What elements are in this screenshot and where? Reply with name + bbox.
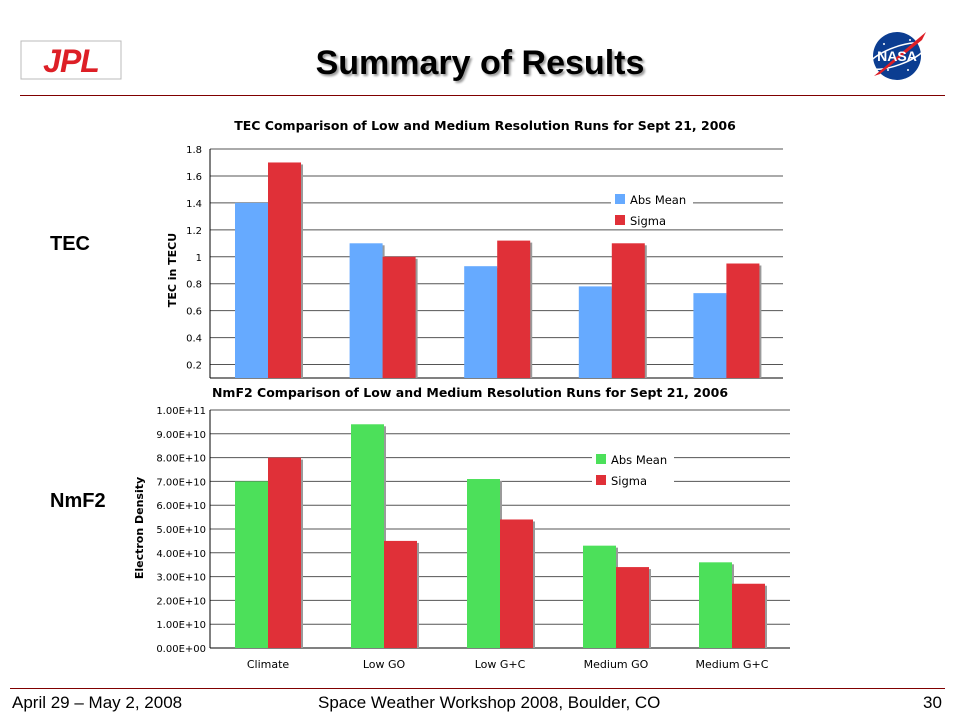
- x-category-label: Medium GO: [584, 658, 649, 671]
- bar-sigma: [268, 457, 301, 648]
- bar-abs-mean: [693, 293, 727, 378]
- y-tick-label: 0.2: [186, 361, 202, 372]
- svg-text:NASA: NASA: [877, 48, 917, 64]
- bar-abs-mean: [351, 424, 384, 648]
- y-axis-label: Electron Density: [133, 477, 146, 579]
- y-axis-label: TEC in TECU: [166, 233, 179, 307]
- bar-abs-mean: [464, 266, 498, 378]
- legend-bg: [592, 451, 674, 468]
- bar-sigma: [382, 256, 416, 378]
- slide-title: Summary of Results: [315, 44, 645, 82]
- y-tick-label: 0.6: [186, 307, 202, 318]
- legend-label: Abs Mean: [630, 193, 686, 207]
- footer-page-number: 30: [923, 693, 942, 712]
- tec-section-label: TEC: [50, 233, 90, 255]
- y-tick-label: 1.00E+10: [156, 620, 206, 631]
- bar-abs-mean: [349, 243, 383, 378]
- legend-label: Abs Mean: [611, 453, 667, 467]
- y-tick-label: 1.2: [186, 226, 202, 237]
- y-tick-label: 1: [196, 253, 202, 264]
- legend-swatch: [615, 215, 625, 225]
- jpl-logo: JPL: [20, 40, 122, 80]
- nmf2-section-label: NmF2: [50, 490, 106, 512]
- title-divider: [20, 95, 945, 96]
- y-tick-label: 8.00E+10: [156, 454, 206, 465]
- y-tick-label: 2.00E+10: [156, 596, 206, 607]
- bar-abs-mean: [235, 202, 268, 378]
- bar-abs-mean: [583, 545, 616, 648]
- legend-swatch: [596, 475, 606, 485]
- x-category-label: Climate: [247, 658, 290, 671]
- y-tick-label: 0.8: [186, 280, 202, 291]
- legend-bg: [611, 212, 693, 229]
- bar-sigma: [726, 263, 760, 378]
- legend-bg: [592, 472, 674, 489]
- y-tick-label: 1.8: [186, 145, 202, 156]
- legend-label: Sigma: [611, 474, 647, 488]
- legend-label: Sigma: [630, 214, 666, 228]
- y-tick-label: 5.00E+10: [156, 525, 206, 536]
- bar-abs-mean: [578, 286, 612, 378]
- y-tick-label: 3.00E+10: [156, 573, 206, 584]
- bar-abs-mean: [467, 479, 500, 648]
- x-category-label: Low G+C: [475, 658, 526, 671]
- bar-sigma: [268, 162, 301, 378]
- bar-sigma: [732, 583, 765, 648]
- y-tick-label: 0.4: [186, 334, 202, 345]
- footer-event: Space Weather Workshop 2008, Boulder, CO: [318, 693, 661, 712]
- chart-title: TEC Comparison of Low and Medium Resolut…: [234, 118, 736, 133]
- y-tick-label: 6.00E+10: [156, 501, 206, 512]
- bar-sigma: [616, 567, 649, 648]
- bar-abs-mean: [235, 481, 268, 648]
- legend-swatch: [596, 454, 606, 464]
- bar-sigma: [611, 243, 645, 378]
- y-tick-label: 9.00E+10: [156, 430, 206, 441]
- y-tick-label: 7.00E+10: [156, 477, 206, 488]
- bar-sigma: [500, 519, 533, 648]
- footer-date: April 29 – May 2, 2008: [12, 693, 183, 712]
- nasa-logo: NASA: [867, 32, 927, 80]
- y-tick-label: 1.4: [186, 199, 202, 210]
- x-category-label: Medium G+C: [696, 658, 769, 671]
- legend-bg: [611, 191, 693, 208]
- bar-sigma: [497, 240, 531, 378]
- bar-abs-mean: [699, 562, 732, 648]
- y-tick-label: 1.6: [186, 172, 202, 183]
- svg-text:JPL: JPL: [43, 43, 99, 79]
- y-tick-label: 0.00E+00: [156, 644, 206, 655]
- x-category-label: Low GO: [363, 658, 406, 671]
- legend-swatch: [615, 194, 625, 204]
- y-tick-label: 4.00E+10: [156, 549, 206, 560]
- y-tick-label: 1.00E+11: [156, 406, 206, 417]
- chart-title: NmF2 Comparison of Low and Medium Resolu…: [212, 385, 728, 400]
- bar-sigma: [384, 540, 417, 648]
- footer-divider: [10, 688, 945, 689]
